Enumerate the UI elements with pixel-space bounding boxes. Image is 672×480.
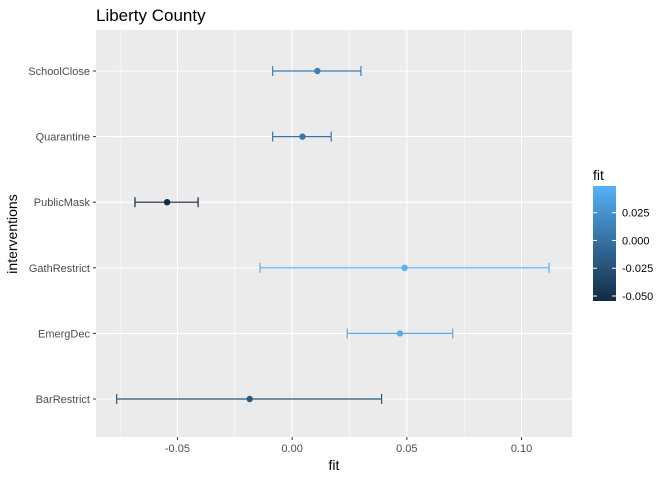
legend-title: fit: [593, 167, 604, 183]
chart-title: Liberty County: [96, 6, 206, 25]
x-tick-label: 0.00: [281, 443, 302, 455]
fit-point: [396, 330, 404, 337]
data-marks: [116, 66, 550, 404]
y-tick-label: GathRestrict: [29, 263, 90, 275]
legend-tick-label: -0.050: [622, 291, 653, 303]
y-tick-label: BarRestrict: [36, 394, 90, 406]
fit-point: [314, 67, 321, 75]
y-axis-title: interventions: [4, 194, 20, 273]
y-axis-ticks: SchoolClose Quarantine PublicMask GathRestr…: [28, 66, 96, 406]
y-tick-label: SchoolClose: [28, 66, 90, 78]
y-tick-label: Quarantine: [36, 132, 90, 144]
legend-tick-label: 0.000: [622, 235, 650, 247]
legend-tick-label: 0.025: [622, 208, 650, 220]
legend-ticks: 0.025 0.000 -0.025 -0.050: [593, 208, 653, 303]
x-axis-ticks: -0.05 0.00 0.05 0.10: [165, 437, 532, 455]
legend-colorbar: [593, 186, 616, 301]
fit-point: [163, 199, 171, 206]
x-tick-label: -0.05: [165, 443, 190, 455]
y-tick-label: EmergDec: [38, 328, 90, 340]
fit-point: [401, 264, 408, 271]
x-axis-title: fit: [329, 457, 340, 473]
fit-point: [299, 133, 306, 140]
fit-point: [246, 395, 253, 403]
plot-panel: [96, 30, 572, 437]
x-tick-label: 0.05: [396, 443, 417, 455]
legend: fit 0.025 0.000 -0.025 -0.050: [593, 167, 653, 303]
x-tick-label: 0.10: [511, 443, 532, 455]
y-tick-label: PublicMask: [34, 197, 91, 209]
legend-tick-label: -0.025: [622, 263, 653, 275]
